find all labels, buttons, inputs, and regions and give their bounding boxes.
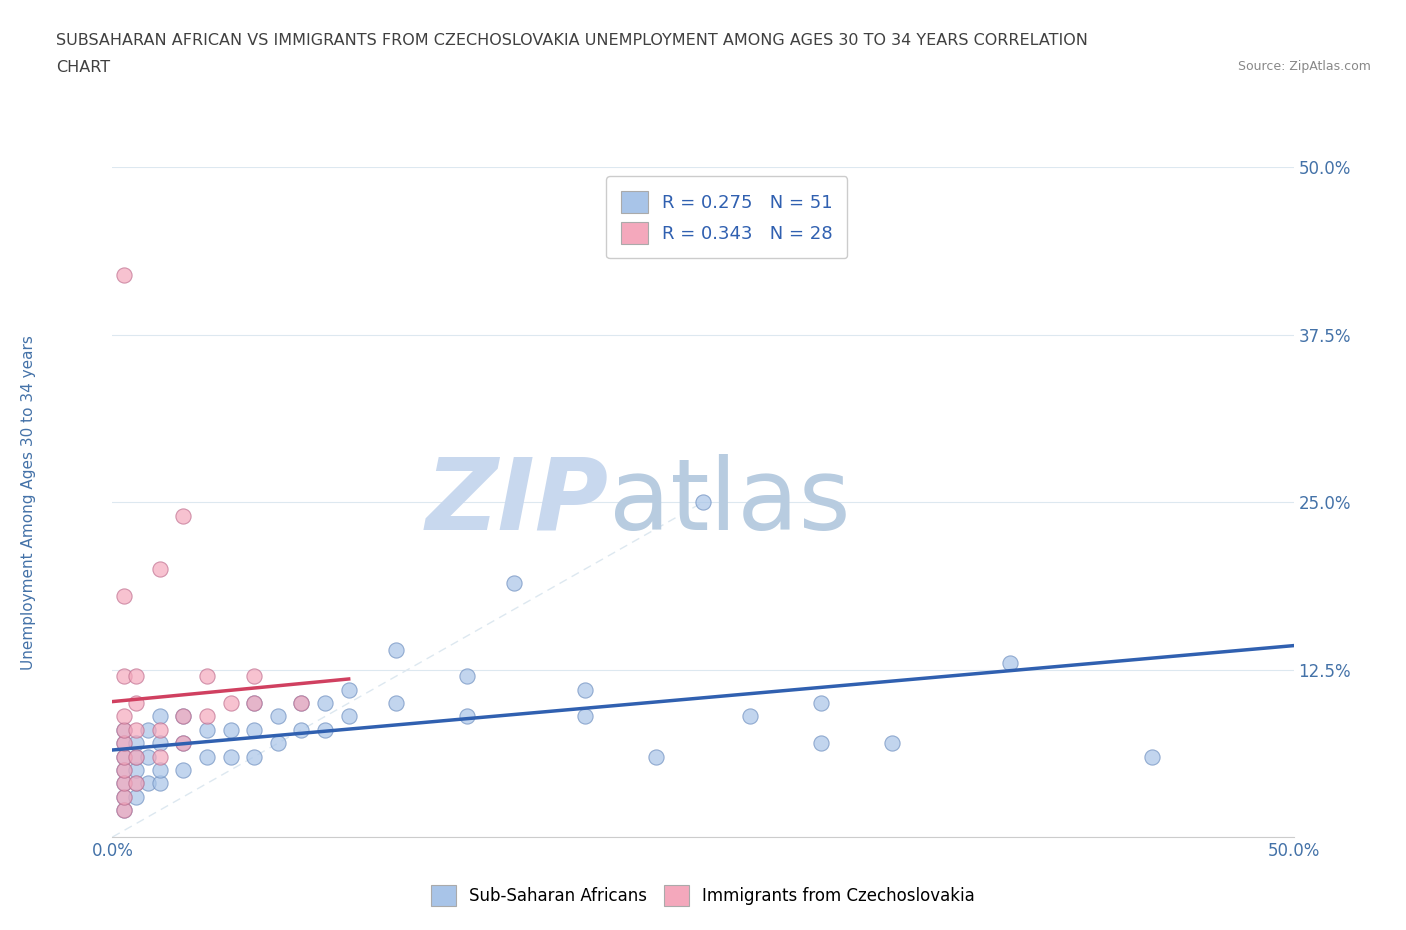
Point (692, 495, 714, 510)
Legend: Sub-Saharan Africans, Immigrants from Czechoslovakia: Sub-Saharan Africans, Immigrants from Cz… (425, 879, 981, 912)
Point (1140, 750, 1163, 764)
Point (112, 790, 135, 804)
Point (112, 776, 135, 790)
Point (112, 669, 135, 684)
Point (125, 723, 148, 737)
Legend: R = 0.275   N = 51, R = 0.343   N = 28: R = 0.275 N = 51, R = 0.343 N = 28 (606, 177, 848, 259)
Point (195, 750, 218, 764)
Point (503, 575, 526, 590)
Point (112, 723, 135, 737)
Point (112, 790, 135, 804)
Point (290, 696, 312, 711)
Point (195, 669, 218, 684)
Point (267, 709, 290, 724)
Point (385, 696, 408, 711)
Point (243, 696, 266, 711)
Point (149, 750, 172, 764)
Point (172, 709, 194, 724)
Point (112, 736, 135, 751)
Point (314, 696, 336, 711)
Point (112, 803, 135, 817)
Point (243, 669, 266, 684)
Point (136, 776, 159, 790)
Point (112, 776, 135, 790)
Point (880, 736, 903, 751)
Point (112, 589, 135, 604)
Point (456, 669, 478, 684)
Point (219, 696, 242, 711)
Text: Source: ZipAtlas.com: Source: ZipAtlas.com (1237, 60, 1371, 73)
Point (149, 562, 172, 577)
Point (337, 683, 360, 698)
Point (136, 750, 159, 764)
Text: Unemployment Among Ages 30 to 34 years: Unemployment Among Ages 30 to 34 years (21, 335, 35, 670)
Point (574, 683, 596, 698)
Point (125, 696, 148, 711)
Point (574, 709, 596, 724)
Text: CHART: CHART (56, 60, 110, 75)
Point (149, 776, 172, 790)
Point (267, 736, 290, 751)
Point (456, 709, 478, 724)
Point (149, 723, 172, 737)
Point (740, 709, 762, 724)
Point (290, 723, 312, 737)
Point (195, 709, 218, 724)
Point (314, 723, 336, 737)
Point (172, 508, 194, 523)
Point (112, 750, 135, 764)
Point (149, 736, 172, 751)
Point (243, 750, 266, 764)
Text: ZIP: ZIP (426, 454, 609, 551)
Point (125, 776, 148, 790)
Point (172, 763, 194, 777)
Point (172, 736, 194, 751)
Point (290, 696, 312, 711)
Point (385, 642, 408, 657)
Point (195, 723, 218, 737)
Point (243, 723, 266, 737)
Point (112, 750, 135, 764)
Point (112, 723, 135, 737)
Point (112, 763, 135, 777)
Point (149, 709, 172, 724)
Point (337, 709, 360, 724)
Point (112, 267, 135, 282)
Point (125, 669, 148, 684)
Point (125, 736, 148, 751)
Point (112, 709, 135, 724)
Point (125, 790, 148, 804)
Point (810, 736, 832, 751)
Point (136, 723, 159, 737)
Point (644, 750, 666, 764)
Point (243, 696, 266, 711)
Point (112, 736, 135, 751)
Point (810, 696, 832, 711)
Point (172, 736, 194, 751)
Point (998, 656, 1021, 671)
Point (172, 709, 194, 724)
Point (125, 776, 148, 790)
Point (112, 803, 135, 817)
Text: atlas: atlas (609, 454, 851, 551)
Point (112, 763, 135, 777)
Point (125, 750, 148, 764)
Point (219, 723, 242, 737)
Point (125, 763, 148, 777)
Point (125, 750, 148, 764)
Text: SUBSAHARAN AFRICAN VS IMMIGRANTS FROM CZECHOSLOVAKIA UNEMPLOYMENT AMONG AGES 30 : SUBSAHARAN AFRICAN VS IMMIGRANTS FROM CZ… (56, 33, 1088, 47)
Point (149, 763, 172, 777)
Point (219, 750, 242, 764)
